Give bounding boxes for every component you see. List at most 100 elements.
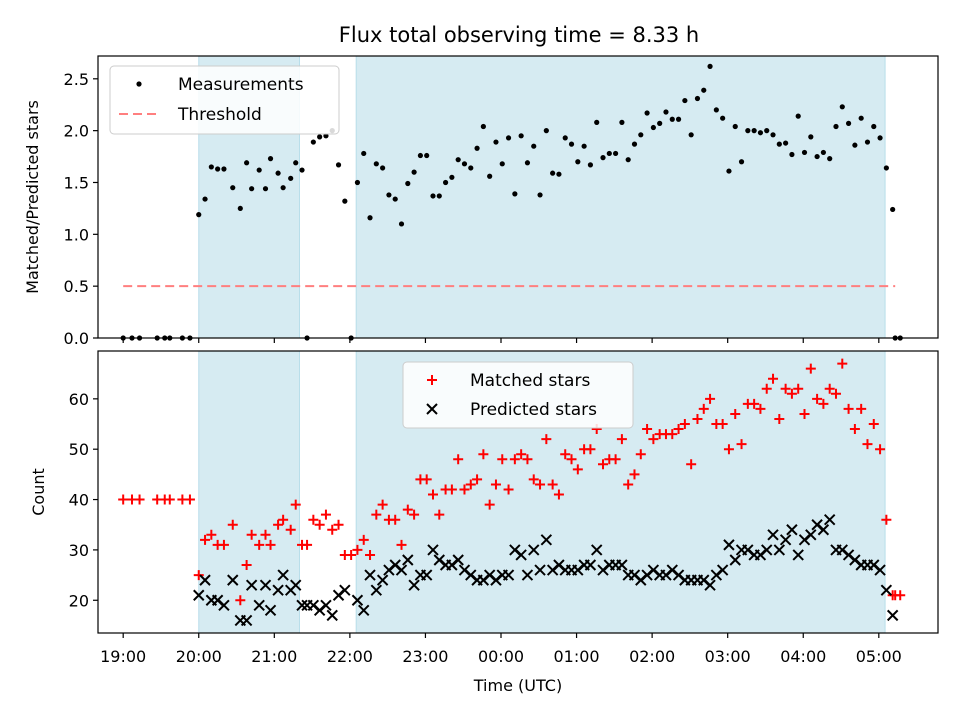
data-point: [534, 564, 546, 576]
data-point: [805, 529, 817, 541]
data-point: [575, 159, 581, 165]
data-point: [774, 413, 785, 424]
data-point: [757, 130, 764, 136]
data-point: [540, 534, 553, 546]
data-point: [370, 584, 383, 596]
observing-interval-2: [355, 55, 886, 339]
data-point: [235, 595, 246, 606]
legend: Matched stars Predicted stars: [402, 361, 634, 429]
data-point: [768, 373, 779, 384]
data-point: [642, 424, 653, 435]
data-point: [598, 459, 609, 470]
data-point: [240, 614, 253, 627]
data-point: [461, 161, 468, 167]
data-point: [556, 171, 562, 177]
legend-marker-predicted: [426, 403, 438, 415]
data-point: [650, 124, 656, 131]
data-point: [278, 514, 289, 525]
data-point: [352, 544, 363, 555]
data-point: [468, 165, 474, 171]
y-tick-label: 2.0: [64, 122, 89, 141]
data-point: [736, 439, 747, 450]
data-point: [245, 579, 258, 591]
data-point: [290, 579, 302, 591]
data-point: [310, 139, 316, 145]
data-point: [453, 454, 464, 465]
data-point: [196, 212, 202, 218]
data-point: [365, 549, 376, 560]
data-point: [786, 524, 798, 536]
data-point: [373, 161, 379, 167]
data-point: [606, 150, 612, 157]
data-point: [346, 549, 357, 560]
data-point: [707, 63, 713, 69]
x-tick-label: 00:00: [478, 647, 524, 666]
data-point: [230, 185, 236, 191]
data-point: [484, 499, 495, 510]
data-point: [376, 574, 389, 586]
data-point: [745, 128, 751, 134]
data-point: [398, 221, 405, 227]
data-point: [417, 152, 423, 159]
data-point: [314, 519, 325, 530]
data-point: [515, 549, 527, 561]
data-point: [275, 170, 281, 176]
data-point: [493, 139, 499, 145]
data-point: [260, 529, 271, 540]
data-point: [256, 167, 262, 173]
data-point: [644, 110, 650, 116]
data-point: [408, 579, 420, 591]
data-point: [380, 165, 386, 171]
data-point: [619, 119, 625, 125]
data-point: [327, 524, 338, 535]
data-point: [326, 609, 338, 622]
data-point: [512, 191, 518, 197]
data-point: [522, 454, 533, 465]
data-point: [673, 424, 684, 435]
data-point: [541, 434, 552, 445]
data-point: [367, 215, 373, 221]
data-point: [354, 179, 361, 186]
data-point: [587, 162, 594, 168]
data-point: [193, 570, 204, 581]
y-tick-label: 0.0: [64, 329, 89, 348]
data-point: [449, 174, 455, 180]
data-point: [299, 167, 305, 173]
data-point: [623, 479, 634, 490]
y-tick-label: 60: [69, 390, 89, 409]
data-point: [516, 449, 527, 460]
data-point: [566, 454, 577, 465]
data-point: [244, 160, 250, 166]
y-tick-label: 1.0: [64, 225, 89, 244]
data-point: [862, 439, 873, 450]
data-point: [779, 534, 792, 546]
data-point: [868, 419, 879, 430]
y-tick-label: 40: [69, 491, 89, 510]
x-tick-label: 01:00: [554, 647, 600, 666]
data-point: [669, 116, 675, 122]
x-tick-label: 22:00: [327, 647, 373, 666]
data-point: [420, 569, 433, 581]
data-point: [723, 444, 734, 455]
data-point: [572, 464, 583, 475]
data-point: [856, 403, 867, 414]
data-point: [317, 134, 323, 140]
ratio-panel: 0.0 0.5 1.0 1.5 2.0 2.5 Matched/Predicted star…: [23, 55, 939, 348]
data-point: [820, 149, 826, 156]
data-point: [594, 119, 600, 125]
data-point: [241, 560, 252, 571]
data-point: [237, 205, 243, 212]
data-point: [478, 449, 489, 460]
y-tick-label: 50: [69, 440, 89, 459]
data-point: [193, 589, 205, 601]
x-tick-label: 03:00: [705, 647, 751, 666]
data-point: [837, 358, 848, 369]
data-point: [827, 156, 833, 162]
data-point: [296, 599, 308, 612]
data-point: [704, 579, 716, 591]
data-point: [335, 162, 342, 168]
data-point: [729, 554, 741, 566]
data-point: [543, 128, 549, 134]
data-point: [503, 484, 514, 495]
